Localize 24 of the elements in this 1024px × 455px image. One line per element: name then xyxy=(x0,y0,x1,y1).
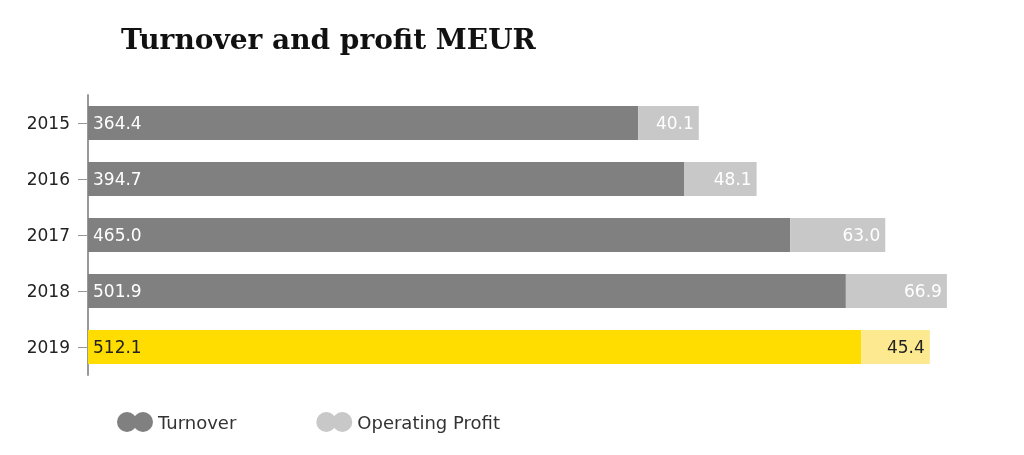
legend-label: Operating Profit xyxy=(357,411,500,433)
data-label: 394.7 xyxy=(93,169,142,189)
data-label: 364.4 xyxy=(93,113,142,133)
bar xyxy=(88,274,846,308)
bar xyxy=(88,106,639,140)
bar xyxy=(684,162,757,196)
bar xyxy=(861,330,930,364)
bar xyxy=(790,218,886,252)
bar xyxy=(88,162,684,196)
data-label: 45.4 xyxy=(886,337,925,357)
y-tick-label: 2018 xyxy=(26,281,70,301)
legend-label: Turnover xyxy=(157,411,237,433)
bar xyxy=(88,218,791,252)
bar xyxy=(638,106,699,140)
y-tick-label: 2015 xyxy=(26,113,70,133)
data-label: 501.9 xyxy=(93,281,142,301)
y-tick-label: 2019 xyxy=(26,337,70,357)
y-tick-label: 2017 xyxy=(26,225,70,245)
data-label: 465.0 xyxy=(93,225,142,245)
data-label: 512.1 xyxy=(93,337,142,357)
bar xyxy=(845,274,947,308)
y-tick-label: 2016 xyxy=(26,169,70,189)
bar xyxy=(88,330,862,364)
chart-title: Turnover and profit MEUR xyxy=(121,22,537,56)
